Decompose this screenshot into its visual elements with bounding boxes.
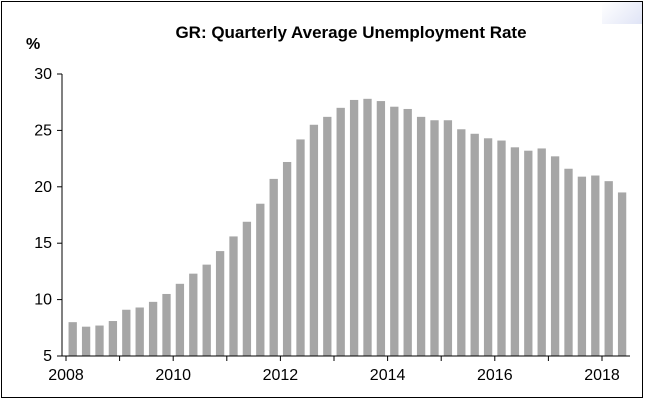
bar bbox=[497, 140, 506, 356]
x-tick-label: 2012 bbox=[263, 367, 299, 384]
bar bbox=[175, 283, 185, 356]
bar bbox=[403, 108, 412, 356]
bar bbox=[242, 221, 252, 356]
y-tick-label: 30 bbox=[34, 66, 52, 83]
bar bbox=[457, 129, 466, 356]
bar bbox=[430, 120, 439, 356]
bar bbox=[323, 116, 332, 356]
bar bbox=[135, 307, 144, 356]
bar bbox=[416, 116, 426, 356]
bar bbox=[68, 322, 77, 356]
bar bbox=[537, 148, 546, 356]
bar bbox=[108, 321, 118, 356]
bar bbox=[162, 293, 171, 356]
chart-title: GR: Quarterly Average Unemployment Rate bbox=[175, 23, 527, 42]
bar bbox=[122, 309, 131, 356]
bar bbox=[564, 168, 573, 356]
y-tick-label: 20 bbox=[34, 179, 52, 196]
bar bbox=[470, 133, 479, 356]
bar bbox=[202, 264, 211, 356]
bar bbox=[349, 99, 359, 356]
bar bbox=[229, 236, 238, 356]
bar bbox=[483, 138, 493, 356]
bar bbox=[510, 147, 520, 356]
y-tick-label: 5 bbox=[43, 348, 52, 365]
y-axis-unit-label: % bbox=[26, 36, 41, 53]
bar bbox=[309, 124, 319, 356]
bar bbox=[577, 176, 587, 356]
x-tick-label: 2008 bbox=[48, 367, 84, 384]
bar bbox=[95, 325, 104, 356]
x-tick-label: 2010 bbox=[155, 367, 191, 384]
bar bbox=[617, 192, 627, 356]
bar bbox=[81, 326, 91, 356]
bar bbox=[215, 251, 225, 356]
x-tick-label: 2016 bbox=[477, 367, 513, 384]
bar bbox=[591, 175, 600, 356]
bar bbox=[376, 101, 386, 356]
y-tick-label: 25 bbox=[34, 122, 52, 139]
bar bbox=[282, 161, 292, 356]
bar bbox=[524, 150, 533, 356]
x-tick-label: 2018 bbox=[584, 367, 620, 384]
corner-decoration bbox=[602, 2, 642, 24]
bar bbox=[336, 107, 345, 356]
bar bbox=[148, 301, 158, 356]
bar bbox=[363, 98, 372, 356]
x-tick-label: 2014 bbox=[370, 367, 406, 384]
bar bbox=[390, 106, 399, 357]
y-tick-label: 15 bbox=[34, 235, 52, 252]
bar bbox=[443, 120, 453, 356]
bar bbox=[296, 139, 305, 356]
y-tick-label: 10 bbox=[34, 292, 52, 309]
bar bbox=[269, 178, 278, 356]
bar bbox=[189, 273, 198, 356]
bar bbox=[550, 156, 560, 356]
bar bbox=[256, 203, 265, 356]
bar bbox=[604, 181, 613, 356]
